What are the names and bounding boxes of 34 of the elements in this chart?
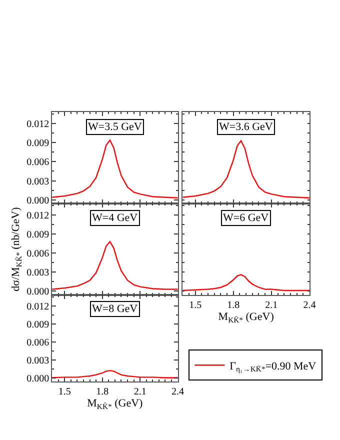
legend-label: Γ$_{η₁→KK̄*}$=0.90 MeV: [230, 360, 316, 374]
y-tick-label: 0.009: [26, 319, 50, 330]
y-tick-label: 0.006: [26, 248, 50, 260]
text: W=8 GeV: [92, 303, 138, 315]
y-tick-label: 0.009: [26, 138, 50, 150]
y-tick-label: 0.009: [26, 230, 50, 241]
x-axis-title: M$_{KK̄*}$ (GeV): [87, 398, 144, 411]
x-tick-label: 2.1: [134, 386, 146, 398]
y-tick-label: 0.003: [26, 355, 50, 366]
y-tick-label: 0.000: [26, 286, 50, 298]
text: W=3.6 GeV: [219, 121, 273, 133]
y-tick-label: 0.006: [26, 157, 50, 168]
x-tick-label: 1.8: [227, 300, 240, 311]
y-tick-label: 0.003: [26, 176, 50, 188]
y-tick-label: 0.006: [26, 337, 50, 348]
x-tick-label: 1.8: [96, 386, 109, 398]
text: W=3.5 GeV: [88, 121, 142, 133]
x-tick-label: 1.5: [189, 300, 202, 311]
x-tick-label: 2.1: [265, 300, 278, 311]
x-tick-label: 2.4: [172, 386, 184, 398]
line-series: [52, 241, 178, 290]
line-series: [52, 140, 178, 198]
y-tick-label: 0.012: [26, 119, 50, 130]
line-series: [52, 370, 178, 378]
text: W=4 GeV: [92, 212, 138, 224]
y-tick-label: 0.012: [26, 301, 50, 312]
y-tick-label: 0.012: [26, 210, 50, 222]
x-axis-title: M$_{KK̄*}$ (GeV): [218, 311, 274, 324]
y-tick-label: 0.003: [26, 268, 50, 279]
text: W=6 GeV: [223, 212, 269, 224]
y-tick-label: 0.000: [26, 195, 50, 206]
y-tick-label: 0.000: [26, 373, 50, 384]
x-tick-label: 1.5: [58, 386, 71, 398]
x-tick-label: 2.4: [303, 300, 316, 311]
